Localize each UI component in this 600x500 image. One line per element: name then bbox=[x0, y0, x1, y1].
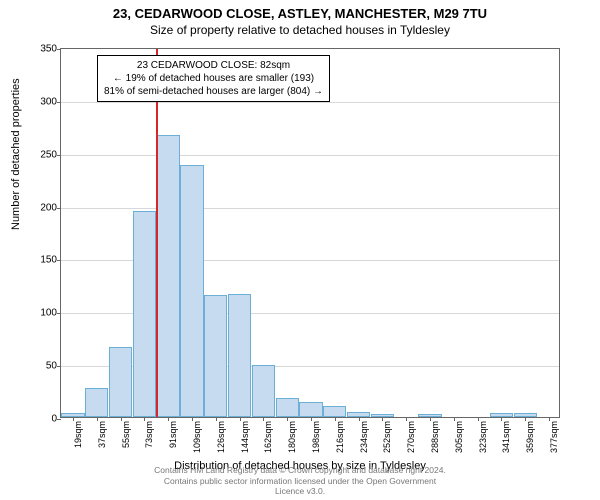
ytick-mark bbox=[57, 313, 61, 314]
y-axis-label: Number of detached properties bbox=[10, 78, 22, 230]
histogram-bar bbox=[156, 135, 179, 417]
ytick-mark bbox=[57, 208, 61, 209]
xtick-label: 19sqm bbox=[73, 421, 83, 448]
xtick-label: 288sqm bbox=[430, 421, 440, 453]
histogram-chart: 05010015020025030035019sqm37sqm55sqm73sq… bbox=[60, 48, 560, 418]
ytick-mark bbox=[57, 155, 61, 156]
xtick-label: 109sqm bbox=[192, 421, 202, 453]
page-title-1: 23, CEDARWOOD CLOSE, ASTLEY, MANCHESTER,… bbox=[0, 6, 600, 21]
ytick-mark bbox=[57, 260, 61, 261]
histogram-bar bbox=[228, 294, 251, 417]
histogram-bar bbox=[85, 388, 108, 417]
xtick-label: 198sqm bbox=[311, 421, 321, 453]
xtick-label: 37sqm bbox=[97, 421, 107, 448]
ytick-mark bbox=[57, 419, 61, 420]
ytick-label: 200 bbox=[40, 202, 57, 213]
xtick-label: 91sqm bbox=[168, 421, 178, 448]
histogram-bar bbox=[180, 165, 203, 417]
footer-credits: Contains HM Land Registry data © Crown c… bbox=[150, 465, 450, 496]
ytick-mark bbox=[57, 366, 61, 367]
ytick-label: 250 bbox=[40, 149, 57, 160]
ytick-label: 300 bbox=[40, 96, 57, 107]
xtick-label: 126sqm bbox=[216, 421, 226, 453]
gridline bbox=[61, 208, 559, 209]
histogram-bar bbox=[133, 211, 156, 417]
annotation-box: 23 CEDARWOOD CLOSE: 82sqm ← 19% of detac… bbox=[97, 55, 330, 102]
xtick-label: 377sqm bbox=[549, 421, 559, 453]
xtick-label: 270sqm bbox=[406, 421, 416, 453]
ytick-label: 50 bbox=[46, 361, 57, 372]
ytick-label: 100 bbox=[40, 308, 57, 319]
page-title-2: Size of property relative to detached ho… bbox=[0, 23, 600, 37]
ytick-label: 150 bbox=[40, 255, 57, 266]
histogram-bar bbox=[323, 406, 346, 417]
annotation-line-1: 23 CEDARWOOD CLOSE: 82sqm bbox=[104, 59, 323, 72]
annotation-line-2: ← 19% of detached houses are smaller (19… bbox=[104, 72, 323, 85]
xtick-label: 359sqm bbox=[525, 421, 535, 453]
footer-line-1: Contains HM Land Registry data © Crown c… bbox=[150, 465, 450, 475]
footer-line-2: Contains public sector information licen… bbox=[150, 476, 450, 496]
xtick-label: 180sqm bbox=[287, 421, 297, 453]
xtick-label: 144sqm bbox=[240, 421, 250, 453]
xtick-label: 341sqm bbox=[501, 421, 511, 453]
histogram-bar bbox=[299, 402, 322, 417]
xtick-label: 252sqm bbox=[382, 421, 392, 453]
histogram-bar bbox=[276, 398, 299, 417]
xtick-label: 216sqm bbox=[335, 421, 345, 453]
xtick-label: 55sqm bbox=[121, 421, 131, 448]
ytick-mark bbox=[57, 49, 61, 50]
gridline bbox=[61, 155, 559, 156]
histogram-bar bbox=[204, 295, 227, 417]
xtick-label: 305sqm bbox=[454, 421, 464, 453]
histogram-bar bbox=[109, 347, 132, 417]
xtick-label: 73sqm bbox=[144, 421, 154, 448]
ytick-label: 350 bbox=[40, 44, 57, 55]
annotation-line-3: 81% of semi-detached houses are larger (… bbox=[104, 85, 323, 98]
ytick-mark bbox=[57, 102, 61, 103]
reference-line bbox=[156, 49, 158, 417]
ytick-label: 0 bbox=[51, 414, 57, 425]
xtick-label: 234sqm bbox=[359, 421, 369, 453]
xtick-label: 323sqm bbox=[478, 421, 488, 453]
xtick-label: 162sqm bbox=[263, 421, 273, 453]
histogram-bar bbox=[252, 365, 275, 417]
